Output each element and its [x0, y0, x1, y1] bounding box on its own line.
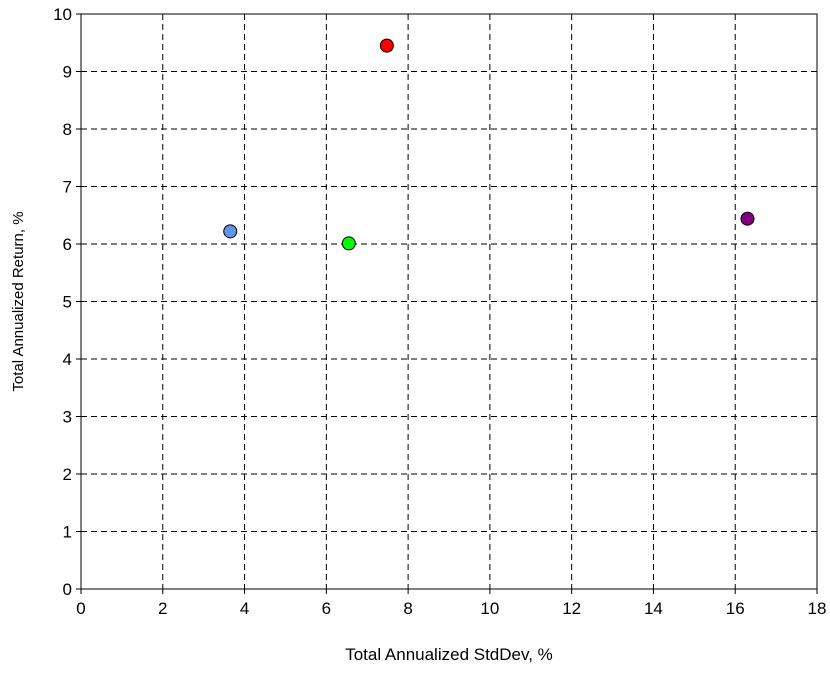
x-tick-label: 8: [403, 599, 412, 618]
data-point: [341, 236, 356, 251]
x-tick-label: 16: [726, 599, 745, 618]
grid-layer: [81, 14, 817, 589]
x-tick-label: 4: [240, 599, 249, 618]
y-axis-label: Total Annualized Return, %: [10, 211, 27, 391]
x-tick-label: 18: [808, 599, 827, 618]
x-axis-label: Total Annualized StdDev, %: [345, 645, 553, 664]
y-tick-label: 0: [63, 580, 72, 599]
point-layer: [223, 38, 755, 251]
x-tick-label: 6: [322, 599, 331, 618]
x-tick-label: 12: [562, 599, 581, 618]
y-tick-label: 8: [63, 120, 72, 139]
y-tick-label: 2: [63, 465, 72, 484]
data-point: [379, 38, 394, 53]
x-tick-label: 0: [76, 599, 85, 618]
y-tick-label: 5: [63, 293, 72, 312]
y-tick-label: 3: [63, 408, 72, 427]
y-tick-label: 1: [63, 523, 72, 542]
x-tick-label: 2: [158, 599, 167, 618]
data-point: [223, 224, 238, 239]
y-tick-label: 4: [63, 350, 72, 369]
y-tick-label: 9: [63, 63, 72, 82]
y-tick-label: 6: [63, 235, 72, 254]
y-tick-label: 10: [53, 5, 72, 24]
x-tick-label: 14: [644, 599, 663, 618]
y-tick-label: 7: [63, 178, 72, 197]
data-point: [740, 211, 755, 226]
x-tick-label: 10: [480, 599, 499, 618]
